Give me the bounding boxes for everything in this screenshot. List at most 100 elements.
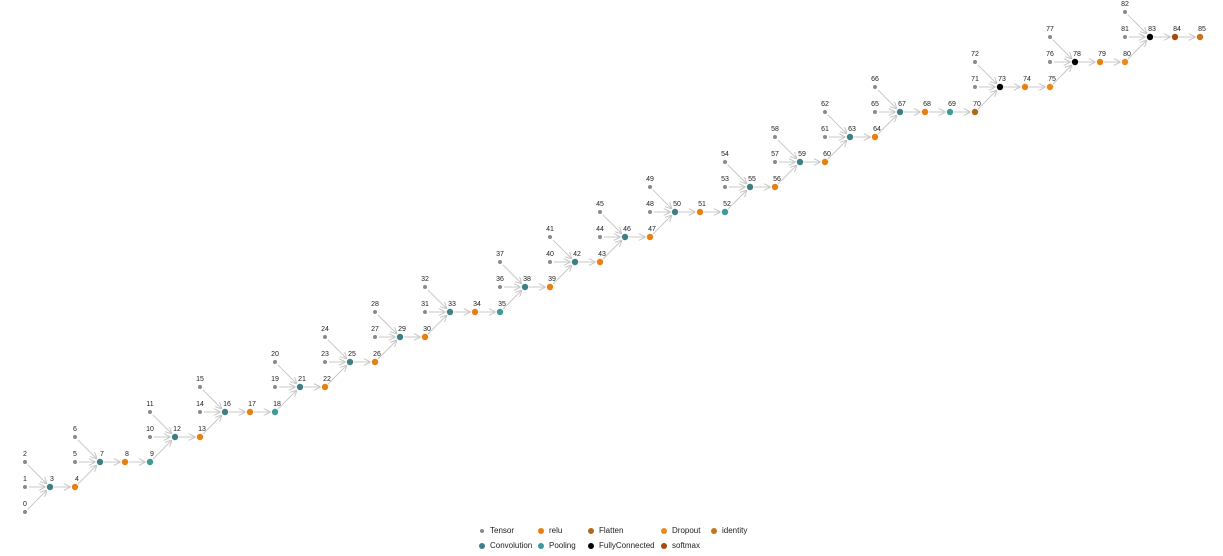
legend-swatch [711,528,717,534]
node-label: 76 [1046,51,1054,58]
node-label: 56 [773,176,781,183]
node [373,335,377,339]
edge [552,266,572,285]
node-label: 32 [421,276,429,283]
node-label: 70 [973,101,981,108]
node [96,458,104,466]
node [873,110,877,114]
node [423,285,427,289]
node-label: 44 [596,226,604,233]
node [73,460,77,464]
node-label: 16 [223,401,231,408]
node [71,483,79,491]
node [1048,35,1052,39]
edge [27,464,47,484]
node [796,158,804,166]
node-label: 2 [23,451,27,458]
node [548,260,552,264]
edge [727,191,747,210]
node [373,310,377,314]
edge [377,341,397,360]
node-label: 10 [146,426,154,433]
node-label: 33 [448,301,456,308]
edge [1052,39,1072,59]
node [498,260,502,264]
node [421,333,429,341]
node [246,408,254,416]
node-label: 28 [371,301,379,308]
node-label: 8 [125,451,129,458]
edges [27,14,1195,510]
node [548,235,552,239]
node [646,233,654,241]
legend-label: Pooling [549,541,576,550]
node-label: 50 [673,201,681,208]
edge [27,491,47,510]
node-label: 72 [971,51,979,58]
edge [602,214,622,234]
node-label: 37 [496,251,504,258]
node [121,458,129,466]
node [271,408,279,416]
node [196,433,204,441]
node [821,158,829,166]
node-label: 73 [998,76,1006,83]
legend-label: softmax [672,541,700,550]
node [1196,33,1204,41]
edge [602,241,622,260]
node-label: 57 [771,151,779,158]
node-label: 85 [1198,26,1206,33]
node-label: 78 [1073,51,1081,58]
node-label: 82 [1121,1,1129,8]
edge [977,91,997,110]
node-label: 58 [771,126,779,133]
edge [427,316,447,335]
node [873,85,877,89]
node [1048,60,1052,64]
legend-swatch [480,529,484,533]
node [1071,58,1079,66]
node-label: 6 [73,426,77,433]
edge [827,141,847,160]
node-label: 1 [23,476,27,483]
node-label: 12 [173,426,181,433]
node-label: 67 [898,101,906,108]
node-label: 14 [196,401,204,408]
node-label: 68 [923,101,931,108]
node-label: 31 [421,301,429,308]
node [198,385,202,389]
node-label: 27 [371,326,379,333]
node [896,108,904,116]
node [823,110,827,114]
node [771,183,779,191]
edge [777,139,797,159]
node [721,208,729,216]
node-label: 47 [648,226,656,233]
node-label: 48 [646,201,654,208]
edge [977,64,997,84]
legend-swatch [538,543,544,549]
edge [727,164,747,184]
node-label: 65 [871,101,879,108]
edge [327,339,347,359]
legend-label: relu [549,526,562,535]
node-label: 79 [1098,51,1106,58]
node [723,185,727,189]
edge [877,116,897,135]
node-label: 21 [298,376,306,383]
node-label: 63 [848,126,856,133]
node [671,208,679,216]
node-label: 49 [646,176,654,183]
node-label: 30 [423,326,431,333]
node [871,133,879,141]
node [323,360,327,364]
node [496,308,504,316]
node-label: 35 [498,301,506,308]
edge [827,114,847,134]
node-label: 26 [373,351,381,358]
node [1096,58,1104,66]
edge [77,466,97,485]
node-label: 43 [598,251,606,258]
edge [552,239,572,259]
